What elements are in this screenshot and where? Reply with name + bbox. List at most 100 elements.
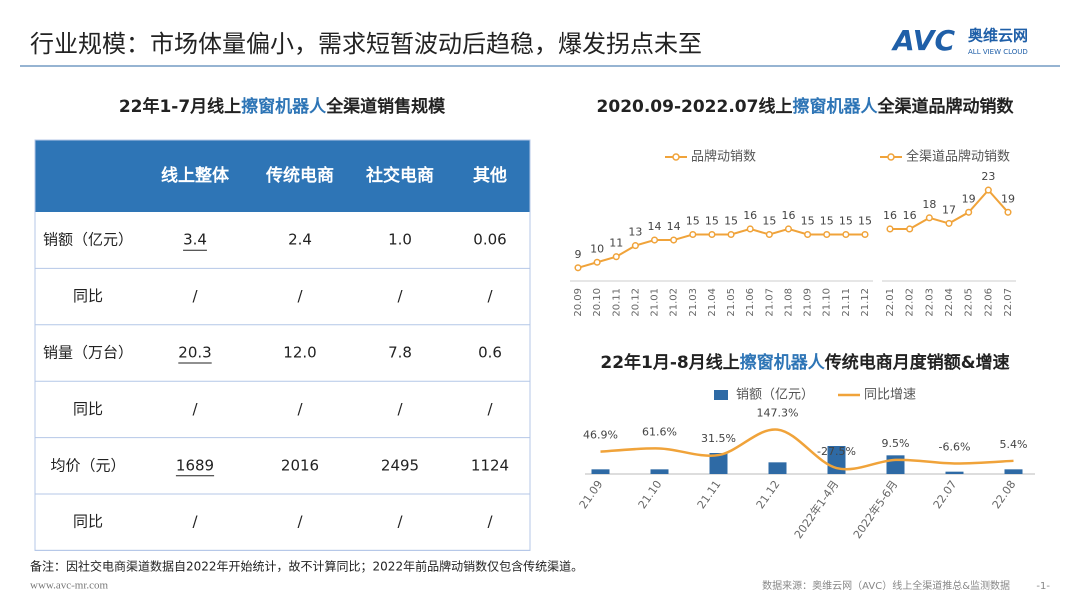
table-header <box>35 140 530 212</box>
table-cell: 2016 <box>281 456 319 474</box>
legend-label: 全渠道品牌动销数 <box>906 149 1010 165</box>
data-label: 147.3% <box>757 407 799 420</box>
x-tick-label: 21.04 <box>707 288 718 317</box>
point <box>823 230 831 239</box>
title-part: 全渠道销售规模 <box>325 96 446 117</box>
table-border <box>34 139 531 551</box>
point <box>574 264 582 272</box>
point <box>689 230 697 239</box>
x-tick-label: 21.06 <box>745 288 756 317</box>
table-cell: 2.4 <box>288 231 312 249</box>
logo-tagline: ALL VIEW CLOUD <box>968 48 1028 56</box>
point <box>861 230 869 239</box>
table-title: 22年1-7月线上擦窗机器人全渠道销售规模 <box>119 96 446 117</box>
legend-swatch <box>887 153 895 161</box>
data-label: 16 <box>903 209 917 222</box>
source: 数据来源：奥维云网（AVC）线上全渠道推总&监测数据 <box>762 579 1010 592</box>
title-highlight: 擦窗机器人 <box>241 96 327 117</box>
table-cell: 1.0 <box>388 231 412 249</box>
data-label: 14 <box>648 220 662 233</box>
row-label: 同比 <box>73 400 103 418</box>
website: www.avc-mr.com <box>30 580 109 592</box>
x-tick-label: 21.05 <box>726 288 737 317</box>
x-tick-label: 20.12 <box>630 288 641 317</box>
data-label: 16 <box>781 209 795 222</box>
point <box>612 253 620 261</box>
x-tick-label: 21.08 <box>783 288 794 317</box>
data-label: 19 <box>962 192 976 205</box>
data-label: 46.9% <box>583 429 618 442</box>
data-label: 14 <box>667 220 681 233</box>
row-label: 销量（万台） <box>43 344 133 362</box>
x-tick-label: 21.11 <box>841 288 852 317</box>
data-label: 17 <box>942 203 956 216</box>
point <box>650 236 659 244</box>
x-tick-label: 20.09 <box>573 288 584 317</box>
data-label: 16 <box>883 209 897 222</box>
data-label: 16 <box>743 209 757 222</box>
title-part: 全渠道品牌动销数 <box>876 96 1014 117</box>
data-label: 5.4% <box>1000 438 1028 451</box>
x-tick-label: 20.11 <box>611 288 622 317</box>
data-label: 11 <box>609 237 623 250</box>
legend-label: 同比增速 <box>864 388 916 403</box>
bar <box>945 471 964 474</box>
column-header: 传统电商 <box>265 165 334 186</box>
x-tick-label: 22.02 <box>905 288 916 317</box>
table-cell: 0.06 <box>473 231 506 249</box>
x-tick-label: 20.10 <box>592 288 603 317</box>
bar <box>591 469 610 474</box>
row-label: 同比 <box>73 287 103 305</box>
point <box>784 225 793 233</box>
data-label: -27.5% <box>817 445 856 458</box>
legend-label: 销额（亿元） <box>736 388 814 403</box>
bar <box>650 469 669 474</box>
table-cell: / <box>487 400 493 418</box>
line <box>600 428 1014 471</box>
table-cell: 3.4 <box>183 231 207 249</box>
table-cell: / <box>297 513 303 531</box>
x-tick-label: 22.03 <box>924 288 935 317</box>
data-label: 15 <box>686 215 700 228</box>
logo-name: 奥维云网 <box>968 27 1028 45</box>
x-tick-label: 22.01 <box>885 288 896 317</box>
point <box>1004 208 1012 216</box>
point <box>886 225 894 233</box>
x-tick-label: 22.07 <box>931 478 960 511</box>
table-cell: 7.8 <box>388 344 412 362</box>
row-label: 销额（亿元） <box>43 231 133 249</box>
data-label: 15 <box>801 215 815 228</box>
logo-mark: AVC <box>891 24 955 57</box>
title-part: 2020.09-2022.07线上 <box>597 96 793 117</box>
legend-swatch <box>714 390 728 400</box>
row-label: 同比 <box>73 513 103 531</box>
point <box>906 225 914 233</box>
slide-title: 行业规模：市场体量偏小，需求短暂波动后趋稳，爆发拐点未至 <box>30 30 702 58</box>
table-cell: 12.0 <box>283 344 316 362</box>
data-label: 13 <box>628 226 642 239</box>
point <box>925 214 933 222</box>
data-label: -6.6% <box>939 440 971 453</box>
data-label: 18 <box>922 198 936 211</box>
x-tick-label: 21.09 <box>803 288 814 317</box>
table-cell: 0.6 <box>478 344 502 362</box>
table-cell: / <box>487 287 493 305</box>
column-header: 线上整体 <box>161 165 230 186</box>
x-tick-label: 21.10 <box>636 478 665 511</box>
x-tick-label: 21.10 <box>822 288 833 317</box>
table-cell: 1124 <box>471 456 509 474</box>
x-tick-label: 2022年1-4月 <box>791 477 841 541</box>
table-cell: / <box>397 400 403 418</box>
x-tick-label: 22.05 <box>964 288 975 317</box>
x-tick-label: 21.01 <box>650 288 661 317</box>
row-label: 均价（元） <box>50 456 125 474</box>
footnote: 备注：因社交电商渠道数据自2022年开始统计，故不计算同比；2022年前品牌动销… <box>30 559 583 574</box>
page-number: -1- <box>1036 581 1050 592</box>
table-cell: 2495 <box>381 456 419 474</box>
x-tick-label: 22.04 <box>944 288 955 317</box>
chart-title: 2020.09-2022.07线上擦窗机器人全渠道品牌动销数 <box>597 96 1015 117</box>
data-label: 31.5% <box>701 432 736 445</box>
point <box>804 230 812 239</box>
x-tick-label: 21.07 <box>764 288 775 317</box>
title-part: 传统电商月度销额&增速 <box>824 352 1010 373</box>
